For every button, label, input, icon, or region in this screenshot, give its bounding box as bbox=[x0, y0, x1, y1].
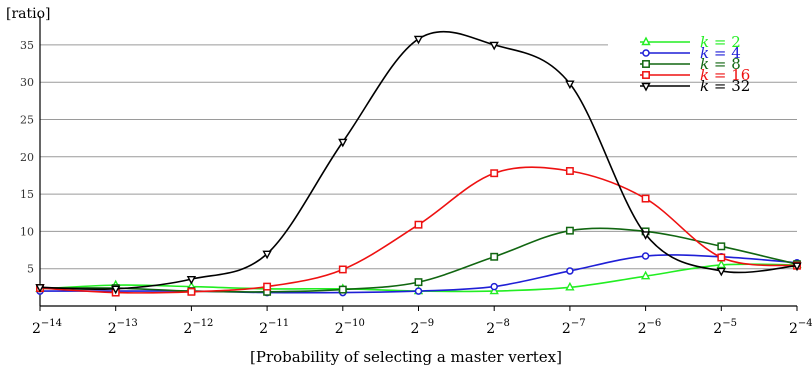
x-tick-exponent: −4 bbox=[798, 318, 812, 329]
x-tick-label: 2−8 bbox=[486, 318, 510, 337]
x-tick-label: 2−9 bbox=[411, 318, 435, 337]
data-point bbox=[565, 80, 575, 90]
legend-label: k = 2 bbox=[700, 33, 741, 51]
x-tick-label: 2−12 bbox=[183, 318, 213, 337]
x-tick-base: 2 bbox=[638, 321, 647, 337]
data-point bbox=[641, 194, 650, 203]
x-tick-base: 2 bbox=[562, 321, 571, 337]
legend-label: k = 8 bbox=[700, 55, 741, 73]
x-tick-base: 2 bbox=[108, 321, 117, 337]
data-point bbox=[263, 282, 272, 291]
legend: k = 2k = 4k = 8k = 16k = 32 bbox=[640, 33, 750, 95]
legend-label: k = 32 bbox=[700, 77, 750, 95]
x-tick-base: 2 bbox=[486, 321, 495, 337]
y-axis-label: [ratio] bbox=[6, 6, 51, 22]
data-point bbox=[489, 41, 499, 51]
legend-entry-k-2: k = 2 bbox=[640, 33, 741, 51]
x-tick-label: 2−14 bbox=[32, 318, 62, 337]
legend-entry-k-8: k = 8 bbox=[640, 55, 741, 73]
x-axis-label: [Probability of selecting a master verte… bbox=[250, 348, 562, 366]
x-tick-exponent: −12 bbox=[192, 318, 213, 329]
x-tick-base: 2 bbox=[713, 321, 722, 337]
series-k-16 bbox=[36, 166, 801, 297]
legend-marker bbox=[641, 82, 651, 92]
x-tick-label: 2−6 bbox=[638, 318, 662, 337]
legend-entry-k-32: k = 32 bbox=[640, 77, 750, 95]
x-tick-base: 2 bbox=[335, 321, 344, 337]
data-point bbox=[338, 265, 347, 274]
legend-entry-k-16: k = 16 bbox=[640, 66, 750, 84]
data-point bbox=[262, 250, 272, 260]
x-tick-exponent: −6 bbox=[647, 318, 662, 329]
legend-label: k = 4 bbox=[700, 44, 741, 62]
data-point bbox=[716, 259, 726, 269]
data-point bbox=[414, 287, 423, 295]
y-tick-label: 15 bbox=[20, 188, 34, 201]
data-point bbox=[490, 169, 499, 178]
x-tick-exponent: −5 bbox=[722, 318, 737, 329]
data-point bbox=[186, 275, 197, 285]
x-tick-base: 2 bbox=[789, 321, 798, 337]
data-point bbox=[414, 278, 423, 287]
data-point bbox=[566, 267, 574, 275]
x-tick-base: 2 bbox=[411, 321, 420, 337]
x-tick-base: 2 bbox=[183, 321, 192, 337]
x-tick-label: 2−4 bbox=[789, 318, 812, 337]
x-tick-exponent: −8 bbox=[495, 318, 510, 329]
x-tick-exponent: −14 bbox=[41, 318, 62, 329]
y-tick-label: 5 bbox=[27, 263, 34, 276]
data-point bbox=[490, 282, 498, 291]
axes: 2−14 2−13 2−12 2−11 2−10 2−9 2−8 2−7 2−6 2−5 2−4 bbox=[32, 16, 812, 337]
legend-label: k = 16 bbox=[700, 66, 750, 84]
data-point bbox=[565, 281, 575, 291]
data-point bbox=[338, 285, 347, 294]
legend-marker bbox=[642, 71, 650, 79]
grid-lines: 5 10 15 20 25 30 35 bbox=[20, 39, 797, 276]
data-point bbox=[111, 285, 121, 295]
x-tick-base: 2 bbox=[32, 321, 41, 337]
x-tick-label: 2−11 bbox=[259, 318, 289, 337]
x-tick-exponent: −7 bbox=[571, 318, 586, 329]
data-point bbox=[565, 167, 574, 175]
series-line bbox=[39, 30, 798, 291]
x-tick-label: 2−7 bbox=[562, 318, 586, 337]
y-tick-label: 35 bbox=[20, 39, 34, 52]
y-tick-label: 25 bbox=[20, 114, 34, 127]
x-tick-exponent: −11 bbox=[268, 318, 289, 329]
x-tick-exponent: −13 bbox=[117, 318, 138, 329]
data-point bbox=[413, 35, 424, 45]
x-tick-exponent: −10 bbox=[344, 318, 365, 329]
y-tick-label: 30 bbox=[20, 76, 34, 89]
x-tick-label: 2−10 bbox=[335, 318, 365, 337]
data-point bbox=[414, 220, 423, 229]
data-point bbox=[490, 252, 499, 261]
data-point bbox=[716, 267, 726, 277]
data-point bbox=[792, 262, 802, 272]
data-point bbox=[565, 226, 574, 235]
data-point bbox=[640, 231, 651, 240]
data-point bbox=[640, 270, 651, 280]
legend-marker bbox=[642, 49, 650, 57]
legend-entry-k-4: k = 4 bbox=[640, 44, 741, 62]
legend-marker bbox=[641, 36, 651, 46]
data-point bbox=[717, 253, 726, 262]
data-point bbox=[187, 287, 196, 296]
y-tick-label: 20 bbox=[20, 151, 34, 164]
x-tick-exponent: −9 bbox=[419, 318, 434, 329]
legend-marker bbox=[642, 60, 650, 68]
series-k-32 bbox=[35, 30, 802, 295]
y-tick-label: 10 bbox=[20, 225, 34, 238]
x-tick-label: 2−5 bbox=[713, 318, 737, 337]
series-lines bbox=[35, 30, 802, 297]
data-point bbox=[717, 242, 726, 251]
data-point bbox=[641, 252, 650, 260]
x-tick-base: 2 bbox=[259, 321, 268, 337]
series-line bbox=[39, 166, 798, 294]
data-point bbox=[35, 284, 45, 293]
data-point bbox=[338, 138, 348, 148]
x-tick-label: 2−13 bbox=[108, 318, 138, 337]
